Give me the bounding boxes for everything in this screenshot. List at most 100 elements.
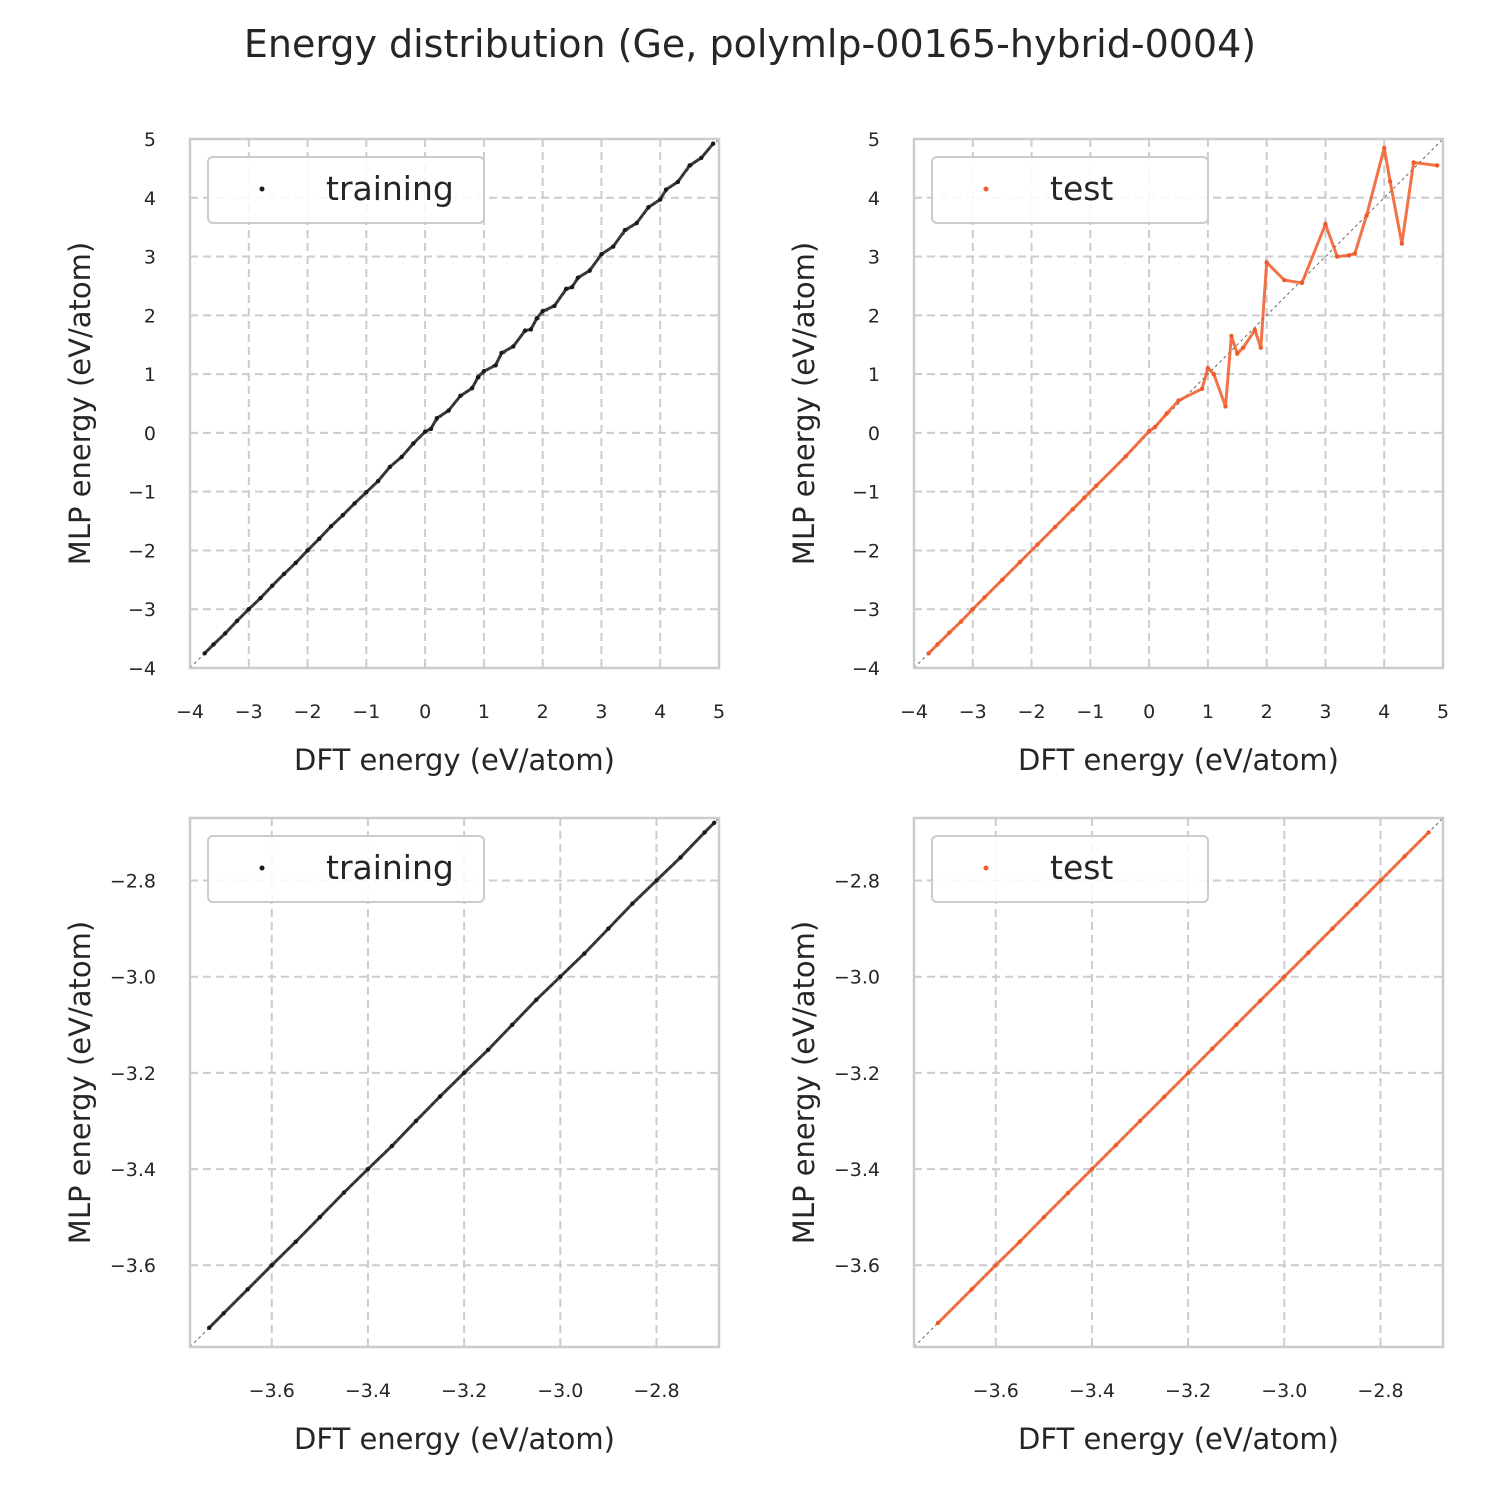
y-tick-label: 1 bbox=[144, 364, 156, 386]
data-point bbox=[1354, 902, 1359, 907]
data-point bbox=[413, 1118, 419, 1124]
y-tick-label: −2 bbox=[852, 540, 880, 562]
data-point bbox=[1306, 950, 1311, 955]
y-tick-label: 3 bbox=[144, 247, 156, 269]
y-tick-label: −3 bbox=[852, 599, 880, 621]
data-point bbox=[1364, 213, 1369, 218]
x-axis-label: DFT energy (eV/atom) bbox=[294, 743, 615, 777]
x-tick-label: −2 bbox=[294, 701, 322, 723]
data-point bbox=[223, 631, 228, 636]
x-tick-label: −3.6 bbox=[249, 1380, 295, 1402]
data-point bbox=[211, 642, 216, 647]
data-point bbox=[1211, 371, 1216, 377]
legend-marker bbox=[983, 865, 989, 871]
data-point bbox=[1434, 163, 1440, 168]
y-tick-label: 0 bbox=[868, 423, 880, 445]
x-tick-label: −4 bbox=[900, 701, 928, 723]
axes-frame bbox=[912, 816, 1445, 1349]
y-axis-label: MLP energy (eV/atom) bbox=[63, 242, 97, 565]
data-point bbox=[341, 1190, 347, 1195]
data-point bbox=[599, 252, 604, 257]
y-tick-label: 2 bbox=[868, 305, 880, 327]
x-tick-label: −3.4 bbox=[345, 1380, 391, 1402]
data-point bbox=[1382, 145, 1387, 151]
data-point bbox=[1229, 333, 1234, 339]
data-point bbox=[622, 227, 628, 233]
x-tick-label: −2.8 bbox=[633, 1380, 679, 1402]
data-point bbox=[522, 328, 528, 333]
data-point bbox=[493, 363, 498, 368]
y-tick-label: −3.6 bbox=[834, 1255, 880, 1277]
data-point bbox=[340, 512, 346, 518]
chart-panel-bottom-left: −3.6 −3.4 −3.2 −3.0 −2.8 −3.6 −3.4 −3.2 −3.0 −2.8… bbox=[63, 816, 721, 1456]
x-tick-label: −3.2 bbox=[441, 1380, 487, 1402]
data-point bbox=[411, 441, 416, 446]
data-point bbox=[1258, 998, 1263, 1003]
data-point bbox=[1223, 404, 1228, 409]
axes-frame bbox=[188, 816, 721, 1349]
data-point bbox=[569, 284, 575, 290]
y-tick-label: −1 bbox=[852, 482, 880, 504]
legend-box bbox=[207, 835, 485, 903]
data-point bbox=[1123, 454, 1128, 459]
data-point bbox=[499, 350, 504, 356]
data-point bbox=[1146, 428, 1152, 434]
y-axis-label: MLP energy (eV/atom) bbox=[787, 921, 821, 1244]
data-point bbox=[710, 141, 716, 146]
data-point bbox=[1113, 1142, 1119, 1148]
x-tick-label: 5 bbox=[1437, 701, 1449, 723]
legend-box bbox=[931, 835, 1209, 903]
axes-frame bbox=[912, 137, 1445, 670]
x-tick-label: 2 bbox=[1261, 701, 1273, 723]
data-point bbox=[1176, 398, 1181, 403]
y-tick-label: 3 bbox=[868, 247, 880, 269]
y-tick-label: −2.8 bbox=[110, 871, 156, 893]
y-tick-label: 1 bbox=[868, 364, 880, 386]
data-point bbox=[511, 344, 516, 349]
data-point bbox=[364, 490, 369, 495]
x-tick-label: −3.0 bbox=[537, 1380, 583, 1402]
data-point bbox=[1378, 878, 1383, 883]
data-point bbox=[481, 368, 487, 374]
x-tick-label: −1 bbox=[1076, 701, 1104, 723]
data-point bbox=[437, 1094, 443, 1099]
data-point bbox=[926, 651, 931, 656]
data-point bbox=[1240, 345, 1246, 350]
data-point bbox=[687, 163, 692, 168]
x-tick-label: 3 bbox=[1319, 701, 1331, 723]
data-point bbox=[1199, 386, 1205, 392]
y-tick-label: −3.6 bbox=[110, 1255, 156, 1277]
data-point bbox=[1089, 1166, 1095, 1172]
data-point bbox=[552, 303, 557, 309]
x-tick-label: 3 bbox=[595, 701, 607, 723]
data-point bbox=[935, 1320, 941, 1326]
data-point bbox=[1017, 560, 1022, 565]
data-point bbox=[270, 583, 275, 588]
data-point bbox=[1161, 1094, 1167, 1100]
data-point bbox=[293, 1239, 298, 1244]
x-tick-label: −1 bbox=[352, 701, 380, 723]
x-tick-label: 4 bbox=[1378, 701, 1390, 723]
data-point bbox=[582, 951, 587, 956]
data-point bbox=[935, 642, 940, 647]
data-point bbox=[1282, 974, 1287, 979]
data-point bbox=[711, 820, 717, 826]
y-tick-label: 0 bbox=[144, 423, 156, 445]
data-point bbox=[658, 197, 663, 202]
x-tick-label: 0 bbox=[1143, 701, 1155, 723]
series-density-band bbox=[927, 147, 1438, 655]
x-tick-label: −3 bbox=[235, 701, 263, 723]
data-point bbox=[646, 204, 651, 210]
y-tick-label: 5 bbox=[144, 129, 156, 151]
data-point bbox=[317, 1214, 323, 1220]
y-tick-label: −4 bbox=[852, 658, 880, 680]
data-point bbox=[969, 1287, 974, 1292]
y-tick-label: 2 bbox=[144, 305, 156, 327]
data-point bbox=[1152, 424, 1158, 430]
data-point bbox=[258, 595, 263, 601]
x-tick-label: −2.8 bbox=[1357, 1380, 1403, 1402]
data-point bbox=[970, 607, 975, 612]
data-point bbox=[606, 926, 611, 931]
